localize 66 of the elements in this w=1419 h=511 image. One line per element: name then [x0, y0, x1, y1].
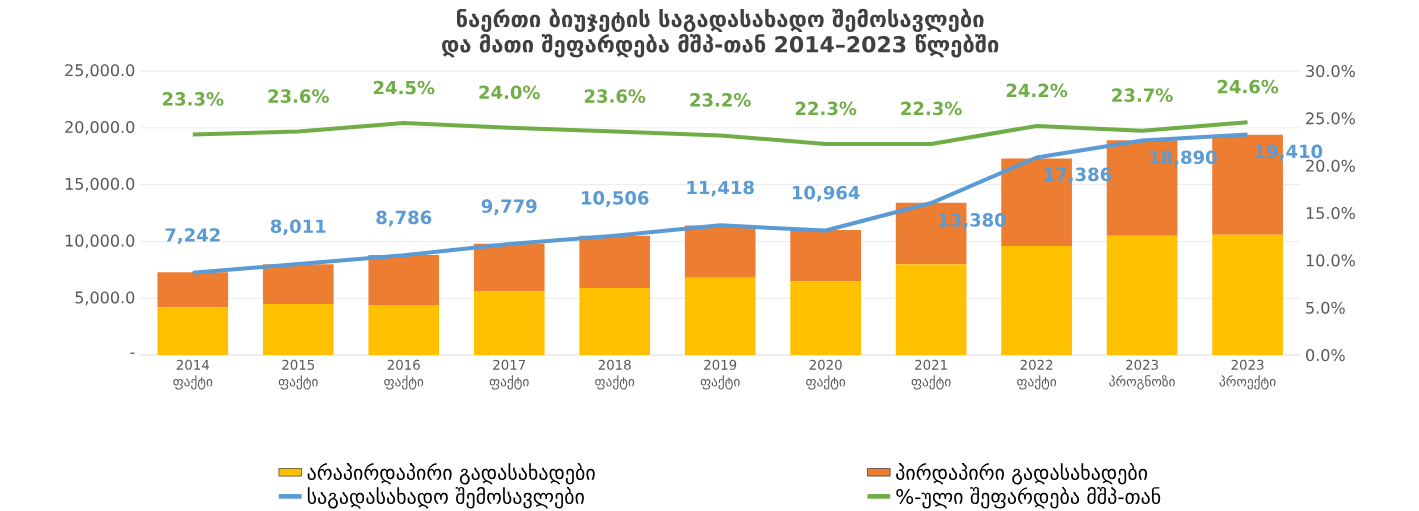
- y-tick-label: 15,000.0: [65, 177, 135, 192]
- bar: [684, 277, 756, 356]
- bar: [1001, 245, 1072, 356]
- data-label: 24.2%: [1006, 83, 1068, 98]
- legend-label: %-ული შეფარდება მშპ-თან: [896, 486, 1161, 509]
- bar: [157, 272, 229, 308]
- y2-tick-label: 10.0%: [1306, 254, 1355, 267]
- x-tick-label: 2022 ფაქტი: [1017, 359, 1057, 390]
- y2-tick-label: 15.0%: [1306, 206, 1355, 220]
- data-label: 22.3%: [901, 101, 962, 116]
- y2-tick-label: 5.0%: [1306, 301, 1345, 314]
- data-label: 7,242: [165, 228, 220, 245]
- bar: [368, 255, 440, 306]
- y2-tick-label: 30.0%: [1306, 64, 1355, 78]
- bar: [895, 264, 967, 356]
- line-series: [190, 120, 1250, 146]
- x-tick-label: 2018 ფაქტი: [595, 359, 635, 390]
- x-tick-label: 2021 ფაქტი: [911, 359, 951, 390]
- data-label: 24.5%: [373, 80, 435, 95]
- bar: [262, 303, 334, 356]
- data-label: 23.2%: [690, 93, 751, 107]
- data-label: 8,011: [270, 219, 326, 236]
- y-tick-label: 5,000.0: [75, 291, 135, 306]
- x-tick-label: 2016 ფაქტი: [384, 359, 424, 390]
- data-label: 8,786: [376, 210, 432, 227]
- data-label: 23.6%: [584, 89, 646, 103]
- y-tick-label: 10,000.0: [65, 234, 135, 249]
- y2-tick-label: 25.0%: [1306, 112, 1355, 125]
- bar: [473, 291, 545, 356]
- data-label: 23.7%: [1112, 88, 1173, 102]
- chart-title: ნაერთი ბიუჯეტის საგადასახადო შემოსავლები და მათი შეფარდება მშპ-თან 2014–2023 წლებში: [442, 8, 999, 58]
- y-tick-label: -: [130, 352, 135, 354]
- bar: [579, 287, 651, 356]
- x-tick-label: 2020 ფაქტი: [806, 359, 846, 390]
- y2-tick-label: 0.0%: [1306, 348, 1345, 362]
- bar: [790, 230, 861, 282]
- bar: [157, 307, 229, 356]
- bar: [579, 235, 651, 288]
- data-label: 9,779: [481, 199, 537, 216]
- x-tick-label: 2023 პროექტი: [1219, 359, 1276, 390]
- bar: [790, 281, 861, 356]
- y-tick-label: 20,000.0: [65, 120, 135, 135]
- data-label: 11,418: [687, 180, 754, 197]
- data-label: 24.6%: [1217, 79, 1279, 94]
- data-label: 10,964: [792, 185, 860, 202]
- y-tick-label: 25,000.0: [65, 64, 135, 78]
- bar: [1212, 234, 1283, 356]
- data-label: 24.0%: [479, 85, 540, 100]
- legend-label: პირდაპირი გადასახადები: [896, 462, 1148, 485]
- bar: [368, 305, 440, 356]
- data-label: 23.6%: [268, 89, 329, 103]
- legend-label: არაპირდაპირი გადასახადები: [307, 462, 595, 485]
- data-label: 23.3%: [162, 92, 224, 106]
- bar: [684, 225, 756, 278]
- x-tick-label: 2017 ფაქტი: [489, 359, 529, 390]
- bar: [262, 264, 334, 304]
- x-tick-label: 2023 პროგნოზი: [1109, 359, 1175, 390]
- data-label: 22.3%: [795, 101, 857, 116]
- x-tick-label: 2014 ფაქტი: [173, 359, 213, 390]
- bar: [1106, 235, 1178, 356]
- bar: [473, 243, 545, 292]
- y2-tick-label: 20.0%: [1306, 159, 1355, 172]
- data-label: 10,506: [581, 191, 649, 207]
- x-tick-label: 2019 ფაქტი: [700, 359, 740, 390]
- x-tick-label: 2015 ფაქტი: [278, 359, 318, 390]
- legend-label: საგადასახადო შემოსავლები: [307, 486, 584, 509]
